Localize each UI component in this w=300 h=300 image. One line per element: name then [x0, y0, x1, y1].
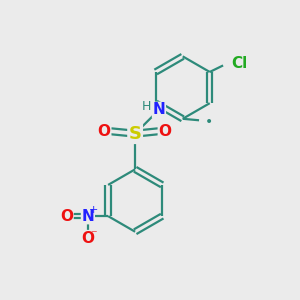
- Text: ⁻: ⁻: [91, 229, 97, 242]
- Text: O: O: [158, 124, 171, 139]
- Text: N: N: [82, 208, 94, 224]
- Text: N: N: [152, 102, 165, 117]
- Text: H: H: [142, 100, 151, 113]
- Text: O: O: [98, 124, 111, 139]
- Text: O: O: [81, 231, 94, 246]
- Text: Cl: Cl: [231, 56, 248, 71]
- Text: O: O: [60, 208, 73, 224]
- Text: +: +: [88, 205, 98, 214]
- Text: •: •: [204, 115, 213, 129]
- Text: S: S: [129, 125, 142, 143]
